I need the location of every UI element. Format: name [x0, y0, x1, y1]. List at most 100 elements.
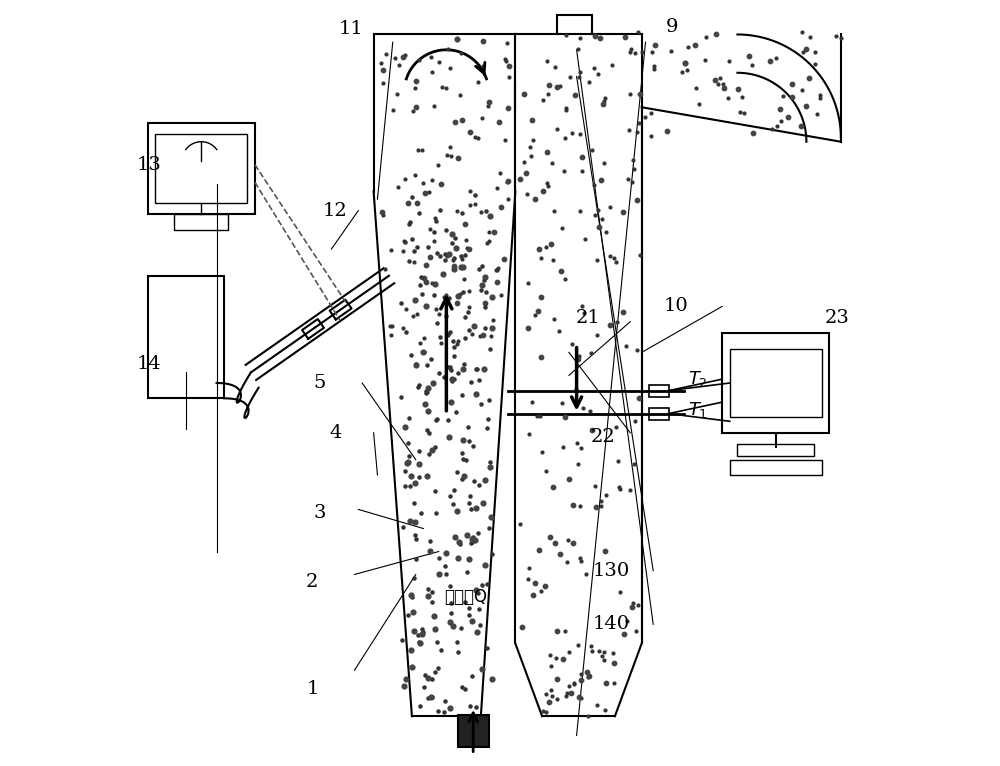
Bar: [649, 385, 669, 397]
Point: [598, 677, 614, 689]
Point: [584, 144, 600, 156]
Point: [425, 377, 441, 389]
Point: [584, 645, 600, 657]
Point: [411, 207, 427, 219]
Point: [574, 165, 590, 177]
Point: [548, 652, 564, 664]
Text: 返料风Q: 返料风Q: [444, 588, 487, 607]
Point: [802, 31, 818, 44]
Point: [473, 206, 489, 218]
Point: [795, 46, 811, 58]
Text: 12: 12: [323, 201, 348, 220]
Point: [476, 363, 492, 375]
Point: [784, 78, 800, 90]
Point: [554, 222, 570, 234]
Point: [415, 627, 431, 639]
Point: [375, 208, 391, 221]
Point: [602, 319, 618, 331]
Point: [609, 316, 625, 328]
Point: [576, 307, 592, 319]
Point: [408, 75, 424, 87]
Point: [437, 695, 453, 707]
Text: 4: 4: [329, 424, 341, 442]
Point: [401, 412, 417, 424]
Point: [441, 430, 457, 443]
Bar: [737, 444, 814, 456]
Point: [589, 254, 605, 267]
Point: [478, 286, 494, 299]
Point: [744, 58, 760, 70]
Point: [400, 437, 416, 450]
Point: [539, 146, 555, 159]
Point: [467, 534, 483, 546]
Point: [405, 309, 421, 322]
Point: [543, 237, 559, 250]
Point: [444, 237, 460, 249]
Point: [500, 192, 516, 205]
Point: [461, 435, 477, 447]
Point: [419, 470, 435, 482]
Point: [593, 495, 609, 507]
Point: [572, 128, 588, 140]
Point: [421, 448, 437, 460]
Point: [403, 349, 419, 361]
Point: [499, 38, 515, 50]
Point: [432, 250, 448, 262]
Point: [481, 235, 497, 247]
Point: [611, 480, 627, 493]
Text: 14: 14: [137, 355, 162, 373]
Point: [542, 532, 558, 544]
Point: [596, 157, 612, 169]
Point: [622, 484, 638, 496]
Point: [619, 614, 635, 627]
Point: [460, 421, 476, 434]
Point: [624, 601, 640, 613]
Point: [604, 59, 620, 71]
Point: [572, 66, 588, 78]
Point: [401, 218, 417, 230]
Point: [566, 677, 582, 689]
Point: [626, 163, 642, 175]
Point: [406, 497, 422, 509]
Point: [404, 660, 420, 673]
Point: [429, 317, 445, 329]
Point: [521, 561, 537, 574]
Point: [466, 319, 482, 332]
Point: [475, 497, 491, 509]
Point: [438, 568, 454, 580]
Point: [479, 578, 495, 591]
Point: [422, 251, 438, 264]
Point: [587, 480, 603, 492]
Point: [397, 235, 413, 247]
Point: [732, 106, 748, 118]
Point: [535, 94, 551, 106]
Point: [565, 499, 581, 511]
Point: [538, 687, 554, 699]
Point: [436, 290, 452, 303]
Point: [449, 296, 465, 309]
Text: 9: 9: [666, 18, 679, 36]
Point: [516, 87, 532, 100]
Point: [455, 363, 471, 375]
Point: [432, 204, 448, 216]
Point: [620, 173, 636, 185]
Point: [445, 254, 461, 266]
Point: [631, 117, 647, 129]
Point: [560, 534, 576, 546]
Point: [493, 201, 509, 213]
Point: [440, 361, 456, 373]
Point: [720, 92, 736, 104]
Point: [533, 352, 549, 364]
Point: [629, 344, 645, 356]
Point: [440, 328, 456, 340]
Point: [475, 35, 491, 47]
Point: [608, 421, 624, 433]
Point: [461, 553, 477, 565]
Text: 22: 22: [591, 427, 616, 446]
Point: [541, 696, 557, 708]
Point: [378, 48, 394, 61]
Point: [477, 297, 493, 309]
Point: [375, 64, 391, 76]
Point: [469, 363, 485, 375]
Point: [480, 100, 496, 112]
